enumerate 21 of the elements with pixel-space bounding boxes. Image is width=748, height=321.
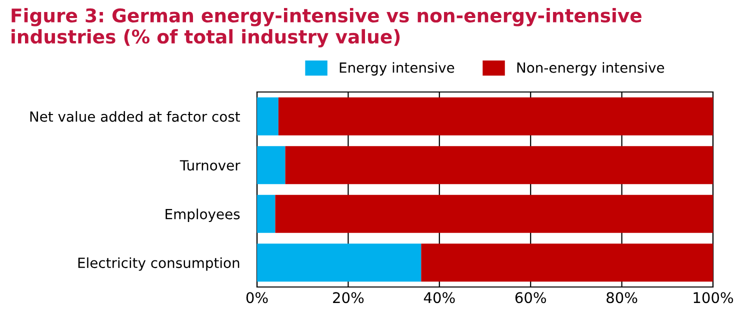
bar	[285, 146, 713, 184]
bar	[257, 244, 422, 282]
legend-label: Non-energy intensive	[517, 62, 664, 76]
x-tick-label: 60%	[515, 292, 546, 304]
y-tick-label: Net value added at factor cost	[30, 111, 240, 122]
bar	[257, 194, 276, 233]
x-tick-label: 0%	[246, 292, 268, 304]
x-tick-label: 40%	[424, 292, 455, 304]
chart-title: Figure 3: German energy-intensive vs non-energy-intensive industries (% of total industry value)	[12, 8, 642, 48]
y-tick-label: Employees	[166, 208, 240, 222]
bar	[257, 146, 286, 184]
x-tick-label: 80%	[606, 292, 638, 304]
bar	[421, 244, 713, 282]
bar	[278, 97, 713, 136]
x-tick-label: 100%	[694, 292, 734, 304]
y-tick-label: Electricity consumption	[78, 257, 240, 271]
y-tick-label: Turnover	[180, 160, 240, 171]
x-tick-label: 20%	[333, 292, 364, 304]
bar	[257, 97, 278, 136]
legend-label: Energy intensive	[340, 62, 454, 76]
bar	[275, 194, 713, 233]
